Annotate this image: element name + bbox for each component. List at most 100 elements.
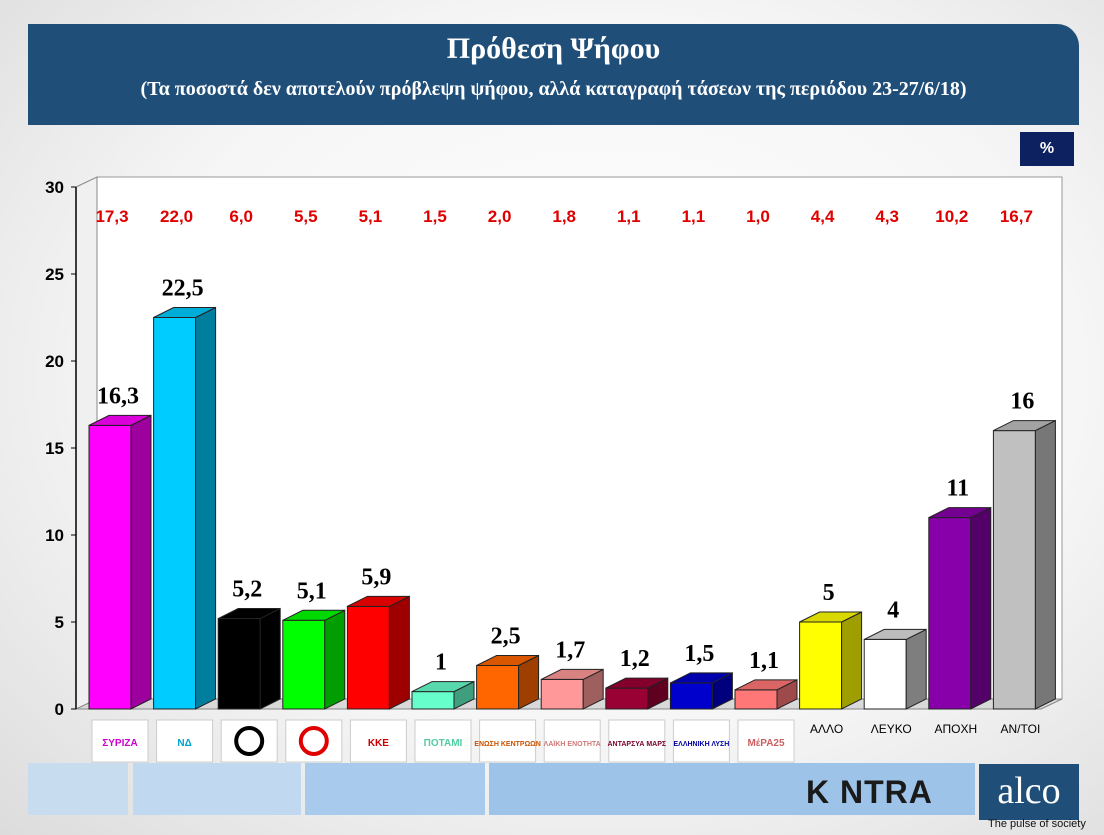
alco-tagline: The pulse of society: [988, 818, 1086, 830]
bar-top: [217, 608, 281, 620]
bar-value-label: 1,5: [684, 641, 714, 667]
y-tick-label: 10: [45, 526, 64, 545]
bar-front: [605, 687, 649, 710]
chart-header: Πρόθεση Ψήφου (Τα ποσοστά δεν αποτελούν …: [28, 24, 1079, 125]
comparison-value-label: 5,1: [359, 207, 383, 226]
y-tick-label: 20: [45, 352, 64, 371]
comparison-value-label: 6,0: [229, 207, 253, 226]
bar-front: [282, 619, 326, 710]
bar-front: [540, 678, 584, 710]
bar-value-label: 4: [887, 597, 899, 623]
party-logo-label: ΝΔ: [177, 738, 191, 749]
bar-top: [153, 307, 216, 318]
bar-side: [259, 607, 281, 710]
bar-value-label: 16,3: [97, 383, 139, 409]
category-label: ΑΝ/ΤΟΙ: [1001, 722, 1041, 736]
bar-front: [669, 682, 713, 710]
category-label: ΑΛΛΟ: [810, 722, 843, 736]
comparison-value-label: 5,5: [294, 207, 318, 226]
bar-value-label: 1,7: [555, 637, 585, 663]
y-tick-label: 5: [55, 613, 64, 632]
footer-strip: [305, 763, 485, 815]
bar-front: [346, 605, 390, 710]
party-logo-label: ΣΥΡΙΖΑ: [102, 738, 137, 749]
party-logo-label: ΚΚΕ: [368, 738, 389, 749]
bar-value-label: 5,9: [361, 564, 391, 590]
bar-top: [605, 677, 669, 689]
bar-value-label: 5,1: [297, 578, 327, 604]
bar-value-label: 16: [1010, 389, 1034, 415]
y-tick-label: 15: [45, 439, 64, 458]
bar-front: [863, 638, 907, 710]
chart-title: Πρόθεση Ψήφου: [446, 32, 661, 65]
category-label: ΑΠΟΧΗ: [934, 722, 977, 736]
bar-top: [863, 628, 927, 640]
unit-badge: %: [1020, 132, 1074, 166]
party-logo-label: ΕΛΛΗΝΙΚΗ ΛΥΣΗ: [673, 741, 729, 748]
bar-side: [905, 628, 927, 710]
party-logo-emblem: [234, 726, 265, 756]
bar-front: [476, 665, 520, 710]
comparison-value-label: 1,0: [746, 207, 770, 226]
bar-top: [347, 595, 410, 607]
bar-front: [734, 689, 778, 710]
footer-strip: [133, 763, 301, 815]
bar-top: [411, 681, 475, 693]
party-logo-box: [737, 719, 795, 763]
alco-logo: alco: [979, 764, 1079, 820]
bar-top: [540, 668, 604, 680]
bar-value-label: 1: [435, 650, 447, 676]
party-logo-label: ΛΑΪΚΗ ΕΝΟΤΗΤΑ: [544, 740, 601, 748]
bar-value-label: 1,1: [749, 648, 779, 674]
party-logo-box: [414, 719, 472, 763]
bar-side: [130, 414, 152, 710]
party-logo-label: ΜέΡΑ25: [747, 738, 785, 749]
bar-front: [88, 424, 132, 710]
bar-front: [928, 517, 972, 710]
y-tick-label: 0: [55, 700, 64, 719]
bar-top: [282, 609, 346, 621]
bar-top: [670, 672, 733, 684]
party-logo-box: [479, 719, 537, 763]
bar-value-label: 1,2: [620, 646, 650, 672]
party-logo-label: ΕΝΩΣΗ ΚΕΝΤΡΩΩΝ: [474, 741, 541, 748]
comparison-value-label: 4,4: [811, 207, 835, 226]
chart-subtitle: (Τα ποσοστά δεν αποτελούν πρόβλεψη ψήφου…: [140, 78, 967, 100]
party-logo-box: [608, 719, 666, 763]
bar-front: [153, 317, 197, 710]
bar-top: [734, 679, 798, 691]
bar-side: [388, 595, 410, 710]
bar-side: [970, 506, 992, 710]
bar-top: [993, 420, 1056, 432]
kontra-logo: K NTRA: [806, 770, 966, 814]
party-logo-box: [543, 719, 601, 763]
kontra-logo-text: K NTRA: [806, 774, 933, 810]
bar-front: [217, 618, 261, 710]
party-logo-box: [156, 719, 214, 763]
bar-front: [799, 621, 843, 710]
comparison-value-label: 1,8: [552, 207, 576, 226]
bar-front: [411, 691, 455, 710]
party-logo-box: [672, 719, 730, 763]
footer-strip: [28, 763, 128, 815]
bar-side: [841, 611, 863, 710]
bar-value-label: 22,5: [162, 276, 204, 302]
bar-top: [88, 414, 152, 426]
bar-top: [928, 507, 992, 519]
bar-value-label: 11: [946, 476, 969, 502]
party-logo-label: ΠΟΤΑΜΙ: [424, 738, 463, 749]
party-logo-emblem: [298, 726, 329, 756]
y-tick-label: 30: [45, 178, 64, 197]
footer-strip: [489, 763, 975, 815]
bar-value-label: 2,5: [491, 624, 521, 650]
comparison-value-label: 1,1: [682, 207, 706, 226]
comparison-value-label: 1,1: [617, 207, 641, 226]
party-logo-box: [349, 719, 407, 763]
party-logo-box: [91, 719, 149, 763]
comparison-value-label: 1,5: [423, 207, 447, 226]
party-logo-label: ΑΝΤΑΡΣΥΑ ΜΑΡΣ: [608, 741, 667, 748]
comparison-value-label: 4,3: [875, 207, 899, 226]
bar-side: [1034, 419, 1056, 710]
bar-value-label: 5: [823, 580, 835, 606]
comparison-value-label: 22,0: [160, 207, 193, 226]
